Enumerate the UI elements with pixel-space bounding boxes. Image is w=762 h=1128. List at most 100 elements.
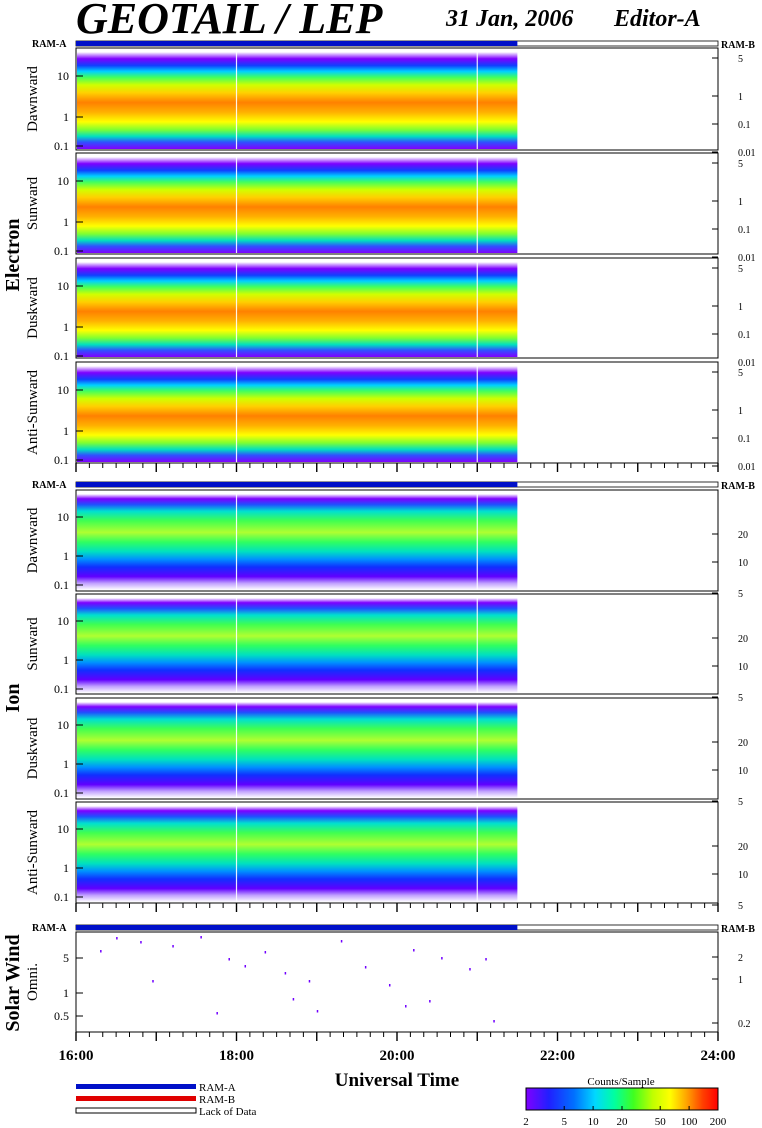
ion-duskward-spectrogram — [77, 702, 518, 798]
ion-duskward-label: Duskward — [25, 717, 41, 779]
ion-anti-sunward-label: Anti-Sunward — [25, 810, 41, 895]
plot-date: 31 Jan, 2006 — [445, 6, 573, 32]
solar-wind-omni-sample-point — [172, 945, 174, 948]
electron-sunward-frame — [75, 152, 719, 255]
electron-sunward-right-tick-label: 0.1 — [738, 225, 751, 236]
electron-anti-sunward-left-tick-label: 0.1 — [54, 453, 69, 467]
electron-group: RAM-A RAM-B Electron Dawnward 10 1 0.1 5 1 0.1 0.0… — [2, 39, 756, 473]
ion-time-ticks — [75, 903, 719, 912]
electron-dawnward-left-tick-label: 10 — [57, 69, 69, 83]
solar-wind-omni-sample-point — [364, 966, 367, 969]
ion-dawnward-spectrogram — [77, 494, 518, 590]
solar-wind-omni-panel: Omni. 5 1 0.5 2 1 0.2 — [25, 931, 751, 1033]
solar-wind-omni-sample-point — [292, 998, 295, 1001]
electron-duskward-left-tick-label: 1 — [63, 320, 69, 334]
electron-duskward-frame — [75, 257, 719, 359]
x-tick-label: 20:00 — [380, 1048, 415, 1064]
solar-wind-ram-b-label: RAM-B — [721, 924, 755, 935]
plot-title: GEOTAIL / LEP — [76, 0, 384, 43]
ion-duskward-right-tick-label: 20 — [738, 738, 748, 749]
electron-anti-sunward-right-tick-label: 5 — [738, 368, 743, 379]
colorbar: Counts/Sample 2 5 10 20 50 100 200 — [523, 1076, 727, 1128]
ion-sunward-right-tick-label: 5 — [738, 693, 743, 704]
colorbar-tick-label: 200 — [710, 1116, 727, 1128]
electron-duskward-left-tick-label: 0.1 — [54, 349, 69, 363]
electron-duskward-spectrogram — [77, 262, 518, 357]
colorbar-ticks: 2 5 10 20 50 100 200 — [523, 1106, 727, 1128]
ion-anti-sunward-left-tick-label: 0.1 — [54, 890, 69, 904]
ion-duskward-panel: Duskward 10 1 0.1 20 10 5 — [25, 697, 748, 808]
colorbar-tick-label: 20 — [617, 1116, 629, 1128]
electron-sunward-right-tick-label: 1 — [738, 197, 743, 208]
colorbar-tick-label: 10 — [588, 1116, 600, 1128]
solar-wind-group: RAM-A RAM-B Solar Wind Omni. 5 1 0.5 2 1 0.2 — [2, 923, 755, 1041]
electron-anti-sunward-right-tick-label: 0.1 — [738, 434, 751, 445]
solar-wind-omni-sample-point — [388, 984, 391, 987]
ion-dawnward-frame — [75, 489, 719, 592]
electron-dawnward-panel: Dawnward 10 1 0.1 5 1 0.1 0.01 — [25, 47, 756, 159]
ion-anti-sunward-panel: Anti-Sunward 10 1 0.1 20 10 5 — [25, 801, 748, 912]
ion-sunward-panel: Sunward 10 1 0.1 20 10 5 — [25, 593, 748, 704]
ion-dawnward-right-tick-label: 5 — [738, 589, 743, 600]
solar-wind-omni-left-tick-label: 0.5 — [54, 1009, 69, 1023]
electron-dawnward-right-tick-label: 0.1 — [738, 120, 751, 131]
solar-wind-omni-right-tick-label: 1 — [738, 975, 743, 986]
ion-sunward-right-tick-label: 20 — [738, 634, 748, 645]
solar-wind-omni-sample-point — [413, 949, 415, 952]
electron-duskward-right-tick-label: 1 — [738, 302, 743, 313]
electron-duskward-right-tick-label: 0.1 — [738, 330, 751, 341]
solar-wind-group-label: Solar Wind — [2, 934, 24, 1031]
colorbar-tick-label: 100 — [681, 1116, 698, 1128]
x-tick-label: 22:00 — [540, 1048, 575, 1064]
solar-wind-omni-sample-point — [228, 958, 230, 961]
solar-wind-omni-label: Omni. — [25, 963, 41, 1001]
ion-dawnward-panel: Dawnward 10 1 0.1 20 10 5 — [25, 489, 748, 600]
electron-dawnward-right-tick-label: 0.01 — [738, 148, 756, 159]
ion-dawnward-right-tick-label: 20 — [738, 530, 748, 541]
electron-duskward-label: Duskward — [25, 277, 41, 339]
ion-anti-sunward-spectrogram — [77, 806, 518, 902]
solar-wind-omni-sample-point — [284, 972, 287, 975]
time-axis: 16:00 18:00 20:00 22:00 24:00 Universal Time — [59, 1048, 736, 1091]
x-tick-label: 16:00 — [59, 1048, 94, 1064]
solar-wind-omni-sample-point — [441, 957, 443, 960]
ion-sunward-left-tick-label: 0.1 — [54, 682, 69, 696]
ion-ram-b-label: RAM-B — [721, 481, 755, 492]
electron-duskward-left-tick-label: 10 — [57, 279, 69, 293]
solar-wind-omni-sample-point — [200, 936, 202, 939]
electron-dawnward-spectrogram — [77, 52, 518, 149]
solar-wind-omni-sample-point — [429, 1000, 431, 1003]
solar-wind-omni-sample-point — [308, 980, 311, 983]
solar-wind-omni-sample-point — [340, 940, 343, 943]
electron-sunward-left-tick-label: 10 — [57, 174, 69, 188]
solar-wind-omni-sample-point — [152, 980, 154, 983]
solar-wind-omni-right-tick-label: 0.2 — [738, 1019, 751, 1030]
ion-sunward-spectrogram — [77, 598, 518, 693]
x-tick-label: 18:00 — [219, 1048, 254, 1064]
solar-wind-omni-sample-point — [485, 958, 487, 961]
ion-duskward-right-tick-label: 5 — [738, 797, 743, 808]
solar-wind-ram-a-bar — [76, 925, 518, 930]
ion-anti-sunward-right-tick-label: 20 — [738, 842, 748, 853]
electron-sunward-left-tick-label: 0.1 — [54, 244, 69, 258]
solar-wind-omni-sample-point — [116, 937, 118, 940]
ion-duskward-left-tick-label: 1 — [63, 757, 69, 771]
electron-ram-b-label: RAM-B — [721, 40, 755, 51]
x-tick-label: 24:00 — [701, 1048, 736, 1064]
electron-anti-sunward-left-tick-label: 10 — [57, 383, 69, 397]
legend-swatch-ram-b — [76, 1096, 196, 1101]
ion-duskward-right-tick-label: 10 — [738, 766, 748, 777]
electron-sunward-label: Sunward — [25, 176, 41, 230]
ion-duskward-left-tick-label: 0.1 — [54, 786, 69, 800]
colorbar-title: Counts/Sample — [587, 1076, 654, 1088]
ion-ram-a-bar — [76, 482, 518, 487]
colorbar-tick-label: 50 — [655, 1116, 667, 1128]
ion-dawnward-right-tick-label: 10 — [738, 558, 748, 569]
legend-swatch-lack — [75, 1107, 197, 1114]
solar-wind-omni-sample-point — [264, 951, 267, 954]
colorbar-tick-label: 2 — [523, 1116, 529, 1128]
electron-sunward-panel: Sunward 10 1 0.1 5 1 0.1 0.01 — [25, 152, 756, 264]
solar-wind-omni-sample-point — [140, 941, 142, 944]
legend-label-lack: Lack of Data — [199, 1106, 257, 1118]
electron-dawnward-right-tick-label: 5 — [738, 54, 743, 65]
